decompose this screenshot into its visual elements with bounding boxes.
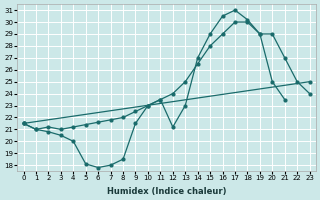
X-axis label: Humidex (Indice chaleur): Humidex (Indice chaleur) [107,187,226,196]
